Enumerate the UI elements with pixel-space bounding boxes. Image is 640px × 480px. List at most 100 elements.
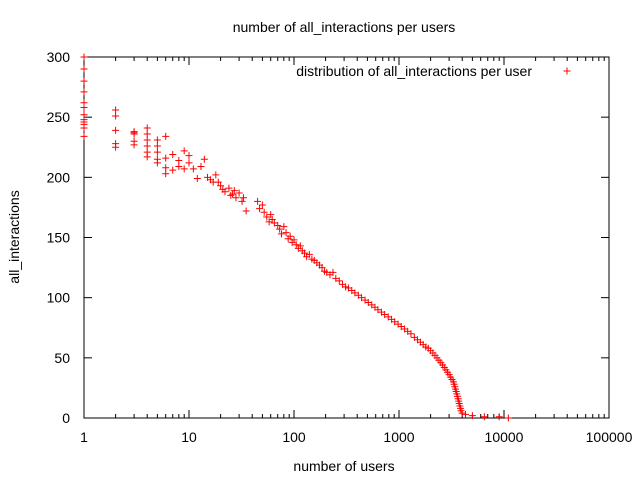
data-point [189, 165, 197, 173]
data-point [256, 205, 264, 213]
y-tick-label: 300 [47, 49, 71, 65]
data-point [143, 153, 151, 161]
data-point [276, 225, 284, 233]
data-point [153, 148, 161, 156]
data-point [238, 197, 246, 205]
data-point [162, 132, 170, 140]
data-point [407, 330, 415, 338]
data-point [381, 311, 389, 319]
y-tick-label: 100 [47, 290, 71, 306]
data-point [292, 241, 300, 249]
data-point [80, 65, 88, 73]
data-point [180, 165, 188, 173]
data-point [318, 264, 326, 272]
x-tick-label: 100 [282, 429, 306, 445]
y-axis-ticks: 0 50 100 150 200 250 300 [47, 49, 609, 426]
data-point [263, 213, 271, 221]
data-point [329, 268, 337, 276]
data-point [286, 232, 294, 240]
data-point [230, 187, 238, 195]
data-point [197, 163, 205, 171]
data-point [130, 141, 138, 149]
data-point [143, 124, 151, 132]
x-tick-label: 100000 [586, 429, 633, 445]
y-tick-label: 150 [47, 230, 71, 246]
data-point [112, 106, 120, 114]
data-point [332, 274, 340, 282]
x-axis-label: number of users [293, 458, 394, 474]
data-point [468, 412, 476, 420]
data-point [200, 155, 208, 163]
data-point [335, 277, 343, 285]
data-point [112, 143, 120, 151]
data-point [267, 211, 275, 219]
legend-marker-glyph [563, 67, 571, 75]
data-point [227, 191, 235, 199]
data-point [290, 236, 298, 244]
data-point [153, 136, 161, 144]
data-point [458, 409, 466, 417]
data-point [214, 178, 222, 186]
y-tick-label: 0 [62, 410, 70, 426]
data-point [217, 182, 225, 190]
data-point [169, 166, 177, 174]
data-point [143, 130, 151, 138]
data-point [162, 164, 170, 172]
data-point [242, 207, 250, 215]
x-tick-label: 10000 [485, 429, 524, 445]
x-tick-label: 1 [80, 429, 88, 445]
data-point [80, 53, 88, 61]
plot-frame [83, 56, 610, 419]
data-point [342, 283, 350, 291]
data-point [162, 154, 170, 162]
data-point [274, 221, 282, 229]
x-axis-ticks: 1 10 100 1000 10000 100000 [80, 57, 633, 445]
data-point [180, 147, 188, 155]
data-point [80, 88, 88, 96]
data-point [296, 242, 304, 250]
y-tick-label: 200 [47, 169, 71, 185]
data-point [169, 150, 177, 158]
data-point [260, 208, 268, 216]
y-tick-label: 250 [47, 109, 71, 125]
data-point [193, 175, 201, 183]
data-point [268, 215, 276, 223]
data-point [212, 171, 220, 179]
data-point [301, 249, 309, 257]
data-point [225, 184, 233, 192]
y-tick-label: 50 [54, 350, 70, 366]
chart-title: number of all_interactions per users [233, 19, 456, 35]
data-point [130, 130, 138, 138]
data-point [175, 163, 183, 171]
data-point [282, 229, 290, 237]
data-points [80, 53, 512, 422]
data-point [143, 136, 151, 144]
data-point [185, 159, 193, 167]
legend-marker [563, 67, 571, 75]
data-point [480, 413, 488, 421]
data-point [162, 170, 170, 178]
data-point [185, 152, 193, 160]
data-point [495, 413, 503, 421]
data-point [175, 156, 183, 164]
data-point [235, 189, 243, 197]
legend: distribution of all_interactions per use… [296, 63, 571, 79]
y-axis-label: all_interactions [6, 190, 22, 283]
data-point [277, 230, 285, 238]
data-point [153, 142, 161, 150]
data-point [221, 188, 229, 196]
x-tick-label: 10 [181, 429, 197, 445]
x-tick-label: 1000 [383, 429, 414, 445]
data-point [239, 194, 247, 202]
data-point [254, 197, 262, 205]
data-point [80, 132, 88, 140]
data-point [143, 142, 151, 150]
data-point [80, 104, 88, 112]
data-point [112, 112, 120, 120]
data-point [305, 250, 313, 258]
data-point [280, 223, 288, 231]
data-point [153, 159, 161, 167]
legend-label: distribution of all_interactions per use… [296, 63, 532, 79]
data-point [504, 414, 512, 422]
